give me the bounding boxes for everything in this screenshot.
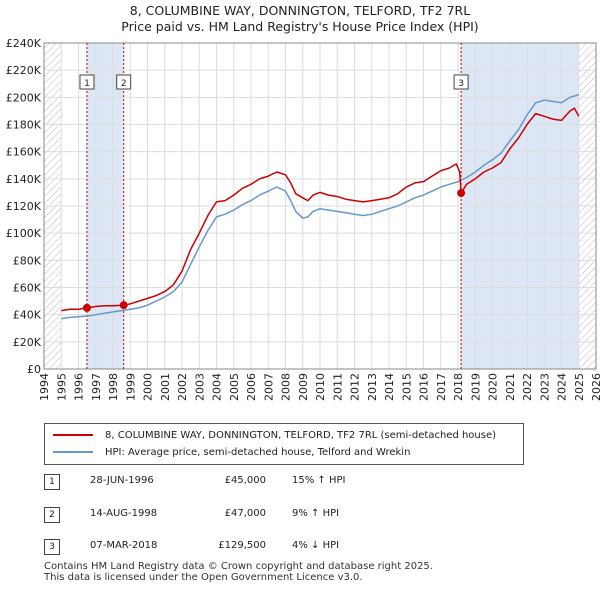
transaction-price: £47,000 [224, 508, 266, 519]
sale-number-label: 1 [84, 79, 90, 89]
x-tick-label: 2013 [366, 373, 379, 401]
x-tick-label: 2020 [487, 373, 500, 401]
legend-hpi-label: HPI: Average price, semi-detached house,… [105, 446, 411, 458]
y-tick-label: £140K [6, 173, 42, 186]
y-tick-label: £160K [6, 146, 42, 159]
y-tick-label: £220K [6, 64, 42, 77]
x-tick-label: 2001 [159, 373, 172, 401]
transaction-date: 28-JUN-1996 [90, 475, 154, 486]
x-tick-label: 1996 [73, 373, 86, 401]
chart-title: 8, COLUMBINE WAY, DONNINGTON, TELFORD, T… [129, 3, 471, 18]
x-tick-label: 2021 [504, 373, 517, 401]
transaction-price: £129,500 [218, 540, 266, 551]
footer-copyright: Contains HM Land Registry data © Crown c… [44, 561, 433, 572]
y-tick-label: £240K [6, 37, 42, 50]
x-tick-label: 2006 [245, 373, 258, 401]
x-tick-label: 2017 [435, 373, 448, 401]
x-tick-label: 2009 [297, 373, 310, 401]
transaction-row: 1 28-JUN-1996 £45,000 15% ↑ HPI [44, 473, 345, 491]
transaction-row: 3 07-MAR-2018 £129,500 4% ↓ HPI [44, 538, 339, 556]
legend-item-hpi: HPI: Average price, semi-detached house,… [53, 444, 410, 460]
legend-item-property: 8, COLUMBINE WAY, DONNINGTON, TELFORD, T… [53, 427, 496, 443]
x-tick-label: 2023 [538, 373, 551, 401]
transaction-number-badge: 2 [44, 507, 60, 523]
y-tick-label: £60K [13, 282, 42, 295]
x-tick-label: 2007 [262, 373, 275, 401]
transaction-date: 14-AUG-1998 [90, 508, 158, 519]
hpi-line-swatch [53, 451, 93, 453]
chart-subtitle: Price paid vs. HM Land Registry's House … [121, 19, 479, 34]
legend-property-label: 8, COLUMBINE WAY, DONNINGTON, TELFORD, T… [105, 429, 497, 441]
legend: 8, COLUMBINE WAY, DONNINGTON, TELFORD, T… [44, 423, 524, 465]
x-tick-label: 2016 [418, 373, 431, 401]
sale-number-label: 3 [458, 79, 464, 89]
x-tick-label: 2026 [590, 373, 600, 401]
y-tick-label: £100K [6, 227, 42, 240]
x-tick-label: 2014 [383, 373, 396, 401]
x-tick-label: 1999 [124, 373, 137, 401]
x-tick-label: 2008 [280, 373, 293, 401]
x-tick-label: 1998 [107, 373, 120, 401]
sale-point [82, 303, 91, 312]
y-tick-label: £40K [13, 309, 42, 322]
footer: Contains HM Land Registry data © Crown c… [44, 561, 433, 583]
plot-frame [43, 42, 597, 370]
x-tick-label: 2022 [521, 373, 534, 401]
transaction-hpi-diff: 4% ↓ HPI [292, 540, 340, 551]
property-line-swatch [53, 434, 93, 436]
sale-number-label: 2 [121, 79, 127, 89]
y-tick-label: £120K [6, 200, 42, 213]
x-tick-label: 1995 [55, 373, 68, 401]
transaction-hpi-diff: 15% ↑ HPI [292, 475, 346, 486]
hpi-line [61, 107, 580, 312]
y-tick-label: £200K [6, 91, 42, 104]
price-chart: £0 £20K £40K £60K £80K £100K £120K £140K £160K £1… [6, 37, 600, 401]
y-tick-label: £0 [27, 363, 41, 376]
y-tick-label: £180K [6, 119, 42, 132]
property-price-line [61, 93, 580, 320]
transaction-row: 2 14-AUG-1998 £47,000 9% ↑ HPI [44, 506, 339, 524]
transaction-date: 07-MAR-2018 [90, 540, 158, 551]
x-tick-label: 2015 [400, 373, 413, 401]
sale-number-box [116, 74, 132, 90]
sale-point [457, 189, 466, 198]
sale-point [119, 301, 128, 310]
x-tick-label: 2025 [573, 373, 586, 401]
x-tick-label: 2002 [176, 373, 189, 401]
transaction-hpi-diff: 9% ↑ HPI [292, 508, 340, 519]
transaction-number-badge: 3 [44, 539, 60, 555]
y-tick-label: £80K [13, 254, 42, 267]
transaction-price: £45,000 [224, 475, 266, 486]
footer-licence: This data is licensed under the Open Gov… [44, 572, 363, 583]
transaction-number-badge: 1 [44, 474, 60, 490]
x-tick-label: 2010 [314, 373, 327, 401]
x-tick-label: 2000 [142, 373, 155, 401]
x-tick-label: 2024 [556, 373, 569, 401]
x-tick-label: 2004 [211, 373, 224, 401]
x-tick-label: 1997 [90, 373, 103, 401]
x-tick-label: 2011 [331, 373, 344, 401]
x-tick-label: 2003 [193, 373, 206, 401]
sale-number-box [79, 74, 95, 90]
x-tick-label: 1994 [38, 373, 51, 401]
x-tick-label: 2018 [452, 373, 465, 401]
sale-number-box [453, 74, 469, 90]
x-tick-label: 2005 [228, 373, 241, 401]
x-tick-label: 2019 [469, 373, 482, 401]
y-tick-label: £20K [13, 336, 42, 349]
x-tick-label: 2012 [349, 373, 362, 401]
